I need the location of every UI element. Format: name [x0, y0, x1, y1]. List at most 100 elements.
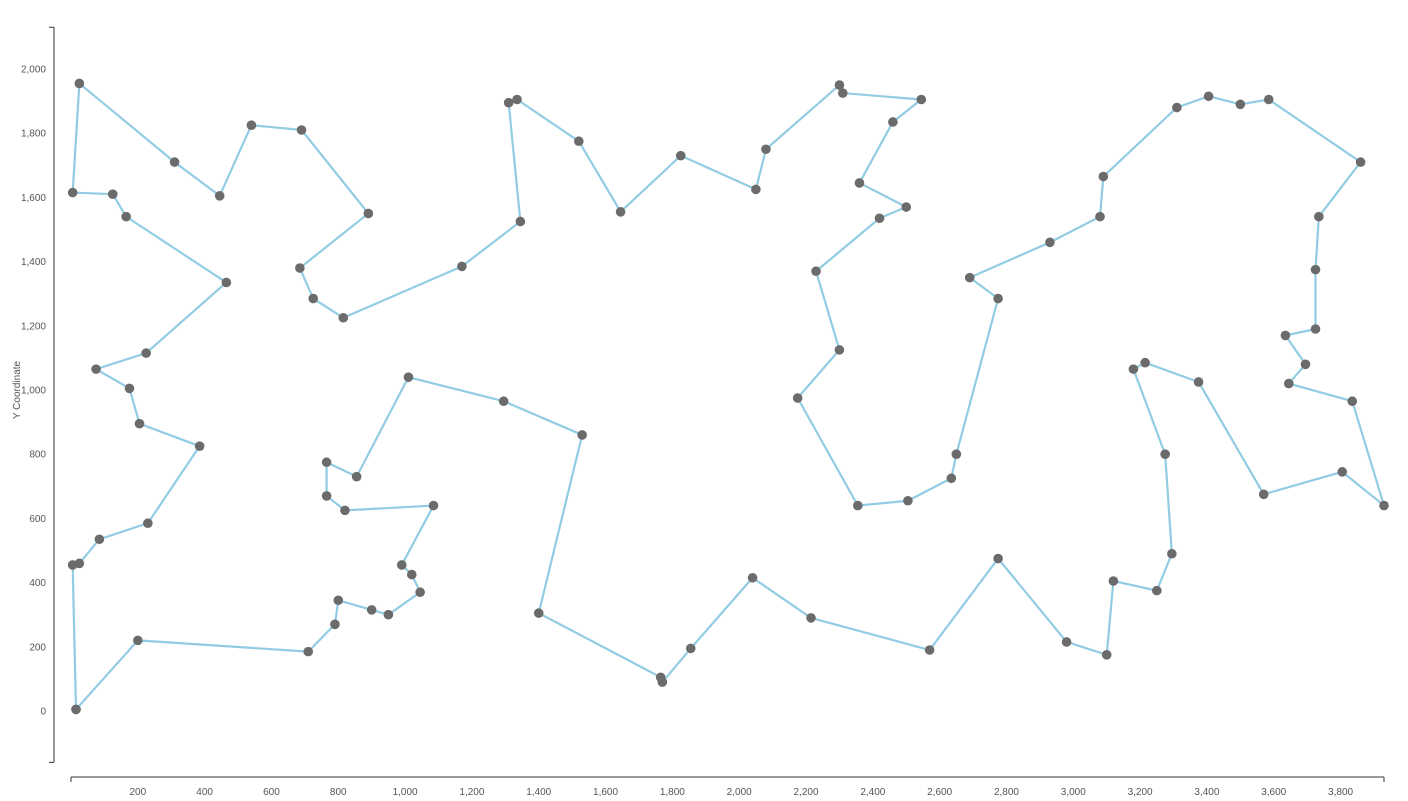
- route-segment: [537, 433, 584, 615]
- route-point: [333, 595, 344, 606]
- route-segment: [1284, 334, 1307, 366]
- route-point: [363, 208, 374, 219]
- route-segment: [796, 348, 841, 400]
- route-segment: [136, 639, 310, 653]
- route-segment: [78, 538, 101, 565]
- y-tick-label: 200: [29, 642, 46, 653]
- route-point: [657, 677, 668, 687]
- route-segment: [764, 83, 841, 151]
- x-tick-label: 2,600: [927, 787, 952, 798]
- route-segment: [997, 557, 1068, 644]
- route-point: [1283, 378, 1294, 389]
- route-point: [94, 534, 105, 545]
- route-segment: [1164, 453, 1173, 555]
- y-tick-label: 800: [29, 450, 46, 461]
- route-point: [993, 553, 1003, 564]
- route-point: [1101, 650, 1112, 660]
- y-tick-label: 0: [40, 707, 46, 718]
- route-segment: [312, 297, 345, 319]
- y-tick-label: 1,400: [21, 257, 46, 268]
- route-segment: [906, 477, 953, 502]
- y-axis-title: Y Coordinate: [12, 360, 23, 419]
- route-segment: [400, 504, 435, 567]
- route-point: [1263, 94, 1274, 105]
- route-point: [428, 500, 439, 511]
- route-point: [1300, 359, 1311, 370]
- route-point: [1167, 548, 1177, 559]
- x-tick-label: 800: [330, 787, 347, 798]
- route-segment: [619, 154, 682, 213]
- route-segment: [343, 504, 435, 512]
- route-point: [946, 473, 957, 484]
- route-segment: [679, 154, 757, 191]
- route-point: [834, 80, 845, 90]
- x-tick-label: 2,800: [994, 787, 1019, 798]
- y-tick-label: 2,000: [21, 65, 46, 76]
- route-point: [574, 136, 584, 147]
- x-tick-label: 2,000: [727, 787, 752, 798]
- route-point: [1235, 99, 1246, 110]
- x-tick-label: 3,200: [1128, 787, 1153, 798]
- x-tick-label: 1,800: [660, 787, 685, 798]
- route-point: [403, 372, 414, 382]
- route-point: [675, 150, 686, 161]
- route-point: [194, 441, 205, 451]
- route-segment: [1048, 215, 1102, 244]
- route-segment: [928, 557, 1000, 652]
- x-tick-label: 1,600: [593, 787, 618, 798]
- route-segment: [1132, 368, 1167, 456]
- route-segment: [74, 639, 139, 711]
- route-point: [811, 266, 821, 277]
- route-point: [67, 560, 78, 570]
- y-tick-label: 1,000: [21, 386, 46, 397]
- route-point: [1355, 157, 1366, 167]
- route-point: [512, 94, 522, 105]
- route-point: [792, 393, 803, 403]
- route-segment: [507, 101, 522, 223]
- x-tick-label: 400: [196, 787, 213, 798]
- y-tick-label: 1,200: [21, 321, 46, 332]
- route-point: [396, 560, 407, 570]
- route-segment: [1098, 175, 1105, 218]
- route-point: [515, 216, 526, 227]
- route-point: [685, 643, 696, 654]
- route-segment: [1267, 98, 1362, 164]
- route-segment: [955, 297, 1000, 456]
- route-segment: [754, 148, 768, 191]
- route-segment: [1287, 382, 1354, 403]
- route-point: [533, 608, 544, 618]
- route-point: [747, 572, 758, 583]
- route-point: [169, 157, 180, 167]
- route-segment: [878, 205, 908, 220]
- route-segment: [1351, 400, 1386, 507]
- route-point: [1140, 357, 1150, 368]
- x-tick-label: 3,000: [1061, 787, 1086, 798]
- route-segment: [968, 276, 1000, 300]
- route-point: [964, 272, 975, 283]
- route-segment: [856, 499, 910, 507]
- route-point: [1280, 330, 1291, 341]
- route-point: [91, 364, 101, 374]
- x-tick-labels: 200 400 600 800 1,000 1,200 1,400 1,600 1,800 2,0…: [129, 787, 1353, 798]
- route-point: [498, 396, 509, 407]
- x-tick-label: 1,200: [459, 787, 484, 798]
- route-lines: [71, 82, 1386, 711]
- route-point: [806, 613, 816, 623]
- route-segment: [577, 140, 622, 213]
- route-point: [351, 471, 362, 482]
- route-point: [330, 619, 340, 630]
- route-point: [916, 94, 927, 105]
- route-segment: [298, 266, 315, 300]
- route-segment: [125, 215, 228, 284]
- route-point: [1160, 449, 1170, 460]
- route-segment: [1105, 579, 1115, 656]
- route-point: [1337, 467, 1348, 477]
- route-segment: [337, 599, 373, 611]
- route-segment: [858, 181, 908, 209]
- route-point: [214, 190, 225, 201]
- route-segment: [814, 270, 841, 351]
- x-tick-label: 200: [129, 787, 146, 798]
- x-tick-label: 2,400: [860, 787, 885, 798]
- route-segment: [71, 191, 114, 196]
